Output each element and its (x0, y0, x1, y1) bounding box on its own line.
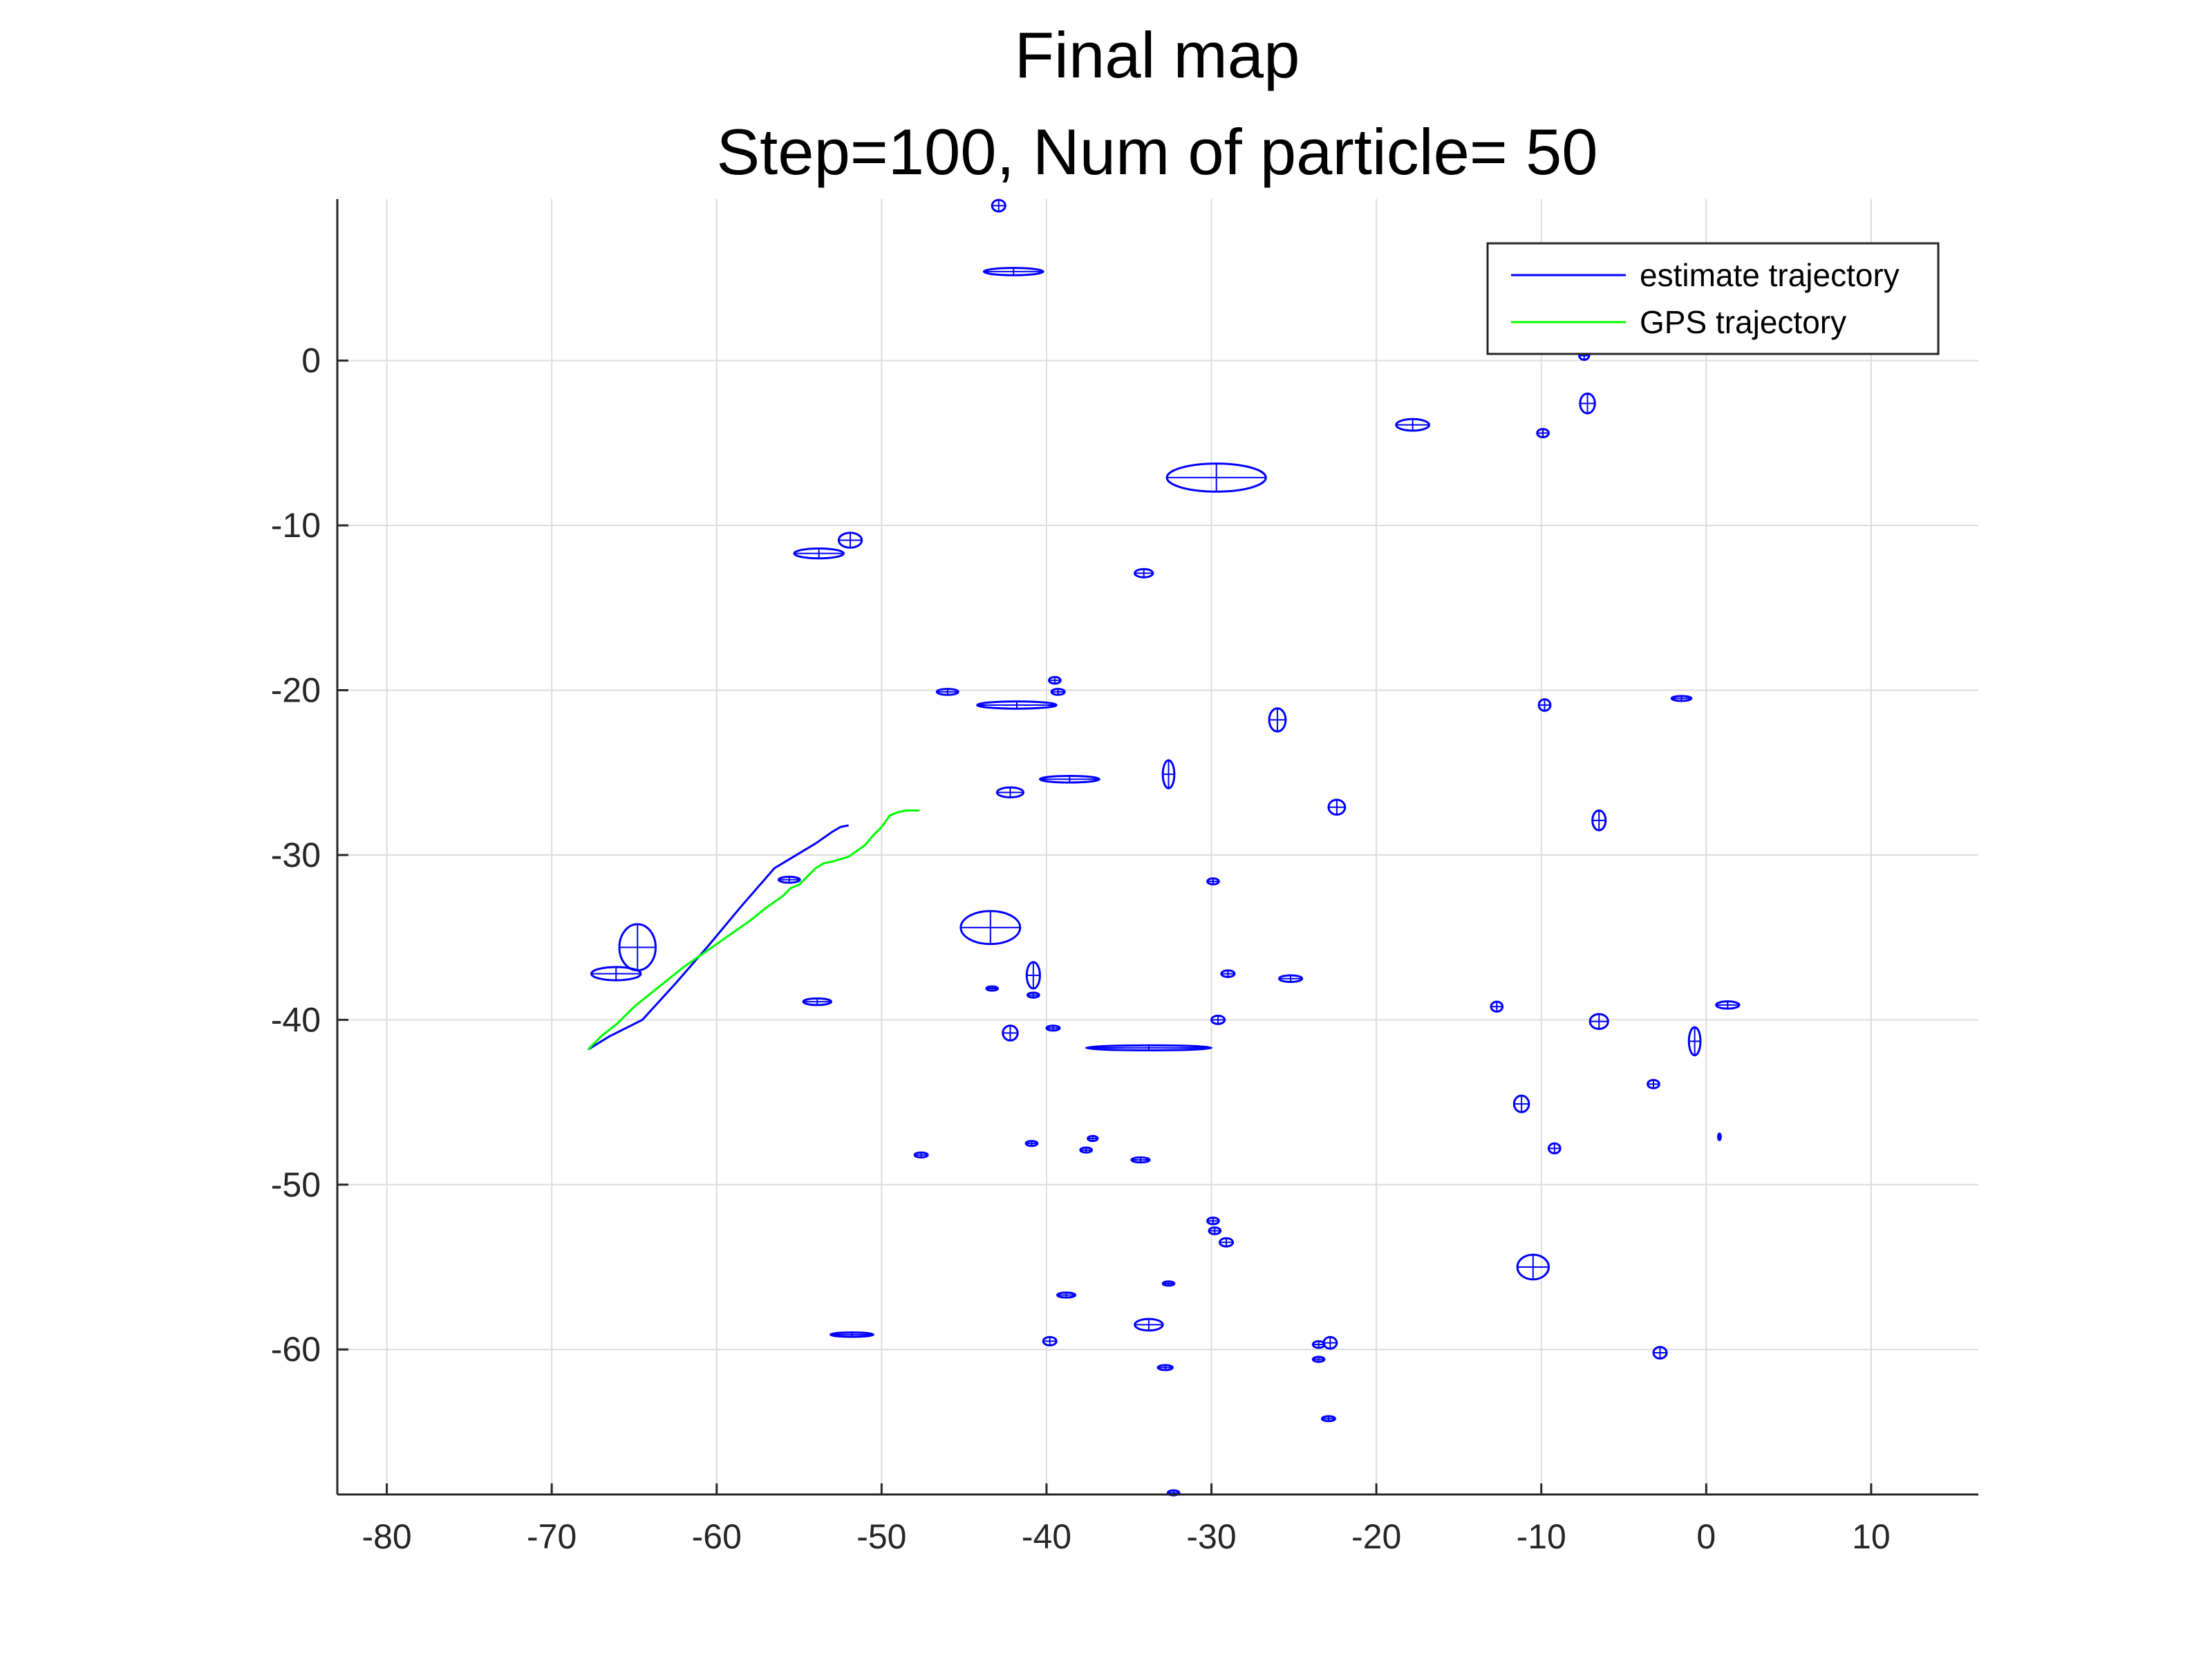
landmark-ellipse (1050, 688, 1066, 696)
plot-area (587, 198, 1741, 1497)
landmark-ellipse (1536, 428, 1550, 439)
landmark-ellipse (1161, 759, 1176, 789)
landmark-ellipse (1210, 1014, 1226, 1025)
legend-label: GPS trajectory (1640, 304, 1846, 340)
landmark-ellipse (1218, 1237, 1235, 1248)
x-tick-label: -60 (692, 1517, 742, 1556)
landmark-ellipse (1652, 1346, 1668, 1360)
landmark-ellipse (1588, 1013, 1609, 1030)
y-tick-label: -60 (271, 1330, 321, 1369)
landmark-ellipse (976, 700, 1058, 710)
landmark-ellipse (1027, 991, 1040, 999)
landmark-ellipse (590, 966, 642, 982)
landmark-ellipse (829, 1331, 874, 1338)
landmark-ellipse (1715, 1000, 1741, 1010)
landmark-ellipse (1134, 568, 1154, 579)
x-tick-label: -10 (1517, 1517, 1566, 1556)
x-tick-label: -50 (856, 1517, 906, 1556)
landmark-ellipse (982, 267, 1044, 276)
landmark-ellipse (985, 985, 1000, 992)
landmark-ellipse (1220, 969, 1236, 978)
landmark-ellipse (1206, 1216, 1220, 1226)
landmark-ellipse (1277, 974, 1304, 984)
landmark-ellipse (1042, 1335, 1058, 1347)
landmark-ellipse (1048, 675, 1062, 685)
landmark-ellipse (1165, 462, 1267, 493)
legend-label: estimate trajectory (1640, 257, 1900, 293)
x-tick-label: -80 (362, 1517, 411, 1556)
landmark-ellipse (1085, 1044, 1213, 1051)
legend-box (1486, 242, 1940, 355)
landmark-ellipse (913, 1151, 929, 1159)
landmark-ellipse (1591, 809, 1607, 832)
landmark-ellipse (1002, 1024, 1019, 1042)
landmark-ellipse (837, 532, 863, 549)
series-line (587, 824, 849, 1051)
landmark-ellipse (1579, 392, 1596, 415)
landmark-ellipse (959, 910, 1022, 946)
y-tick-label: -40 (271, 1000, 321, 1039)
landmark-ellipse (1395, 418, 1430, 432)
y-tick-label: -30 (271, 836, 321, 874)
landmark-ellipse (1038, 774, 1100, 784)
chart-title: Final map (1015, 19, 1300, 91)
x-tick-label: -70 (527, 1517, 577, 1556)
landmark-ellipse (1322, 1335, 1338, 1350)
y-tick-label: -50 (271, 1165, 321, 1204)
x-tick-label: 10 (1852, 1517, 1891, 1556)
landmark-ellipse (1130, 1156, 1151, 1164)
landmark-ellipse (777, 875, 801, 884)
landmark-ellipse (1056, 1291, 1077, 1299)
y-tick-label: -10 (271, 506, 321, 545)
landmark-ellipse (1327, 798, 1347, 816)
y-tick-label: 0 (301, 341, 321, 380)
landmark-ellipse (1670, 695, 1693, 702)
landmark-ellipse (1208, 1226, 1222, 1235)
landmark-ellipse (618, 923, 657, 972)
landmark-ellipse (1025, 961, 1041, 990)
landmark-ellipse (1687, 1026, 1702, 1057)
landmark-ellipse (1512, 1094, 1530, 1114)
landmark-ellipse (1516, 1253, 1550, 1281)
landmark-ellipse (1320, 1415, 1336, 1423)
landmark-ellipse (1268, 707, 1287, 733)
axes: -80 -70 -60 -50 -40 -30 -20 -10 0 10 0 -10 -20 -30 -40… (271, 199, 1978, 1556)
landmark-ellipse (1647, 1078, 1660, 1089)
landmark-ellipse (1087, 1134, 1099, 1143)
landmark-ellipse (1547, 1142, 1562, 1154)
landmark-ellipse (1206, 877, 1220, 885)
legend: estimate trajectory GPS trajectory (1486, 242, 1940, 355)
landmark-ellipse (995, 786, 1025, 798)
y-tick-label: -20 (271, 671, 321, 709)
landmark-ellipse (1079, 1146, 1094, 1154)
landmark-ellipse (793, 547, 845, 560)
chart-subtitle: Step=100, Num of particle= 50 (716, 115, 1597, 188)
landmark-ellipse (1717, 1132, 1722, 1141)
landmark-ellipse (1490, 1000, 1504, 1013)
landmark-ellipse (1156, 1364, 1174, 1371)
grid (337, 199, 1978, 1494)
landmark-ellipse (1161, 1280, 1176, 1287)
x-tick-label: -20 (1351, 1517, 1401, 1556)
landmark-ellipse (1311, 1356, 1326, 1363)
x-tick-label: 0 (1696, 1517, 1716, 1556)
landmark-ellipse (1024, 1140, 1039, 1147)
landmark-ellipse (1537, 698, 1552, 712)
landmark-ellipse (802, 997, 833, 1006)
landmark-ellipse (991, 198, 1006, 213)
landmark-ellipse (935, 688, 959, 696)
landmark-ellipse (1134, 1318, 1164, 1332)
landmark-ellipse (1045, 1024, 1061, 1032)
series-line (587, 809, 920, 1051)
x-tick-label: -30 (1186, 1517, 1236, 1556)
x-tick-label: -40 (1022, 1517, 1071, 1556)
